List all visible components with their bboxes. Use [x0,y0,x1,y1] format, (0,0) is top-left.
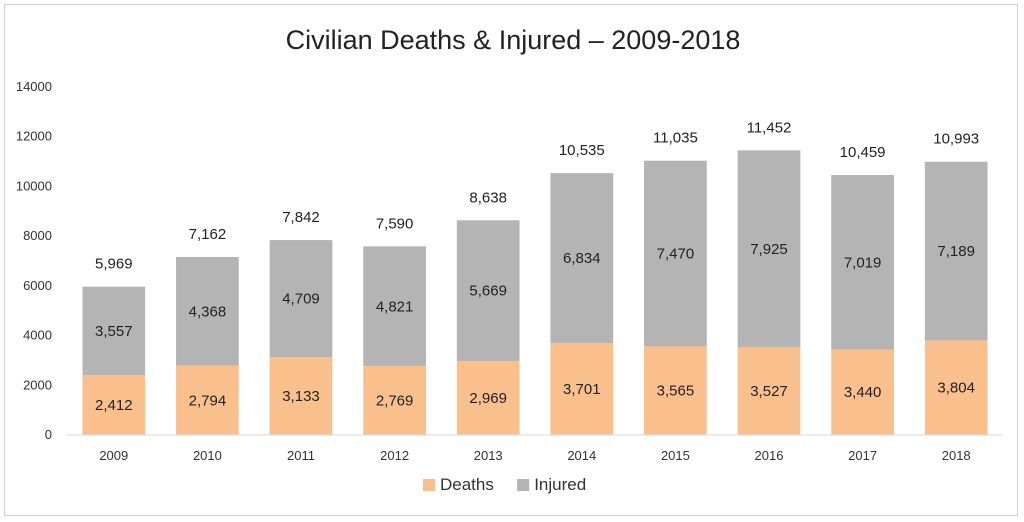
data-label-deaths: 3,440 [844,384,882,401]
data-label-injured: 4,368 [189,303,227,320]
legend-label-injured: Injured [534,475,586,494]
data-label-injured: 7,189 [937,243,975,260]
legend: Deaths Injured [423,475,586,494]
x-tick-label: 2014 [567,448,596,463]
total-label: 10,459 [840,144,886,161]
bar-injured-2018 [924,161,988,341]
total-label: 8,638 [469,189,507,206]
bar-deaths-2014 [550,343,614,435]
y-tick-label: 12000 [16,129,52,144]
bar-deaths-2017 [831,349,894,435]
bar-deaths-2015 [644,346,707,435]
bar-deaths-2010 [176,365,239,435]
chart-title: Civilian Deaths & Injured – 2009-2018 [286,25,741,55]
bar-deaths-2011 [269,357,333,435]
y-tick-label: 0 [45,427,52,442]
data-label-deaths: 3,804 [937,380,975,397]
x-tick-label: 2017 [848,448,877,463]
bars: 2,412 3,557 5,969 2,794 4,368 7,162 3,133 4,709… [82,119,988,435]
chart-svg: Civilian Deaths & Injured – 2009-2018 02… [16,25,1003,494]
data-label-injured: 5,669 [469,283,507,300]
legend-swatch-injured [517,479,530,491]
bar-injured-2010 [176,256,239,366]
x-tick-label: 2010 [193,448,222,463]
x-tick-label: 2009 [99,448,128,463]
total-label: 11,035 [653,130,698,147]
bar-injured-2012 [363,246,426,367]
data-label-injured: 7,019 [844,254,882,271]
y-axis: 0 2000 4000 6000 8000 10000 12000 14000 [16,79,52,442]
x-tick-label: 2018 [942,448,971,463]
total-label: 10,993 [933,131,979,148]
y-tick-label: 4000 [23,328,52,343]
data-label-injured: 7,470 [657,246,695,263]
x-axis: 2009 2010 2011 2012 2013 2014 2015 2016 2017 2018 [67,434,1003,463]
bar-injured-2017 [831,175,894,350]
bar-deaths-2009 [82,375,146,435]
data-label-injured: 4,709 [282,291,320,308]
data-label-deaths: 3,527 [750,383,788,400]
bar-injured-2011 [269,240,333,358]
total-label: 7,162 [189,226,227,243]
bar-injured-2013 [456,220,520,362]
x-tick-label: 2015 [661,448,690,463]
x-tick-label: 2016 [755,448,784,463]
x-tick-label: 2013 [474,448,503,463]
data-label-injured: 4,821 [376,298,414,315]
bar-deaths-2018 [924,340,988,435]
data-label-deaths: 2,969 [469,390,507,407]
data-label-deaths: 3,701 [563,381,601,398]
bar-injured-2016 [737,150,801,348]
legend-label-deaths: Deaths [440,475,494,494]
data-label-injured: 6,834 [563,250,601,267]
bar-injured-2014 [550,173,614,344]
bar-injured-2009 [82,286,146,376]
total-label: 5,969 [95,256,133,273]
y-tick-label: 2000 [23,377,52,392]
data-label-deaths: 2,769 [376,393,414,410]
x-tick-label: 2012 [380,448,409,463]
bar-deaths-2013 [456,361,520,435]
bar-deaths-2016 [737,347,801,435]
data-label-deaths: 2,412 [95,397,133,414]
legend-swatch-deaths [423,479,435,491]
x-tick-label: 2011 [287,448,315,463]
y-tick-label: 8000 [23,228,52,243]
total-label: 7,842 [282,209,320,226]
total-label: 10,535 [559,142,605,159]
data-label-injured: 7,925 [750,241,788,258]
data-label-injured: 3,557 [95,323,133,340]
y-tick-label: 6000 [23,278,52,293]
total-label: 11,452 [747,119,792,136]
bar-deaths-2012 [363,366,426,435]
total-label: 7,590 [376,215,414,232]
data-label-deaths: 3,565 [657,383,695,400]
data-label-deaths: 2,794 [189,392,227,409]
bar-injured-2015 [644,160,707,347]
data-label-deaths: 3,133 [282,388,320,405]
y-tick-label: 10000 [16,178,52,193]
y-tick-label: 14000 [16,79,52,94]
